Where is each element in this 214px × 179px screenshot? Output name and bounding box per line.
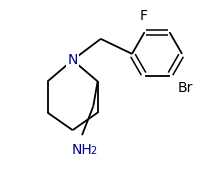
Text: Br: Br (178, 81, 193, 95)
Text: F: F (139, 9, 147, 23)
Text: NH: NH (72, 143, 92, 157)
Text: N: N (67, 53, 78, 67)
Text: 2: 2 (90, 146, 96, 156)
